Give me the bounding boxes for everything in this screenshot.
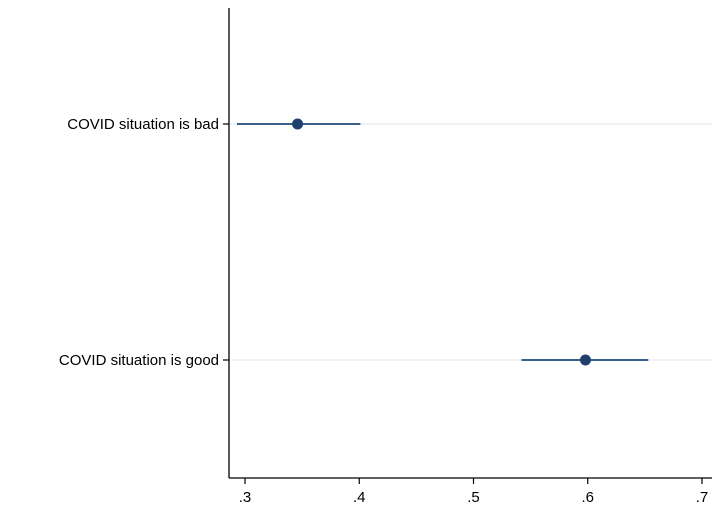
x-tick-label: .6: [581, 489, 594, 506]
category-label: COVID situation is good: [59, 352, 219, 369]
point-estimate: [292, 118, 304, 130]
point-estimate: [579, 354, 591, 366]
x-tick-label: .7: [696, 489, 709, 506]
x-tick-label: .5: [467, 489, 480, 506]
x-tick-label: .3: [239, 489, 252, 506]
x-tick-label: .4: [353, 489, 366, 506]
category-label: COVID situation is bad: [67, 116, 219, 133]
